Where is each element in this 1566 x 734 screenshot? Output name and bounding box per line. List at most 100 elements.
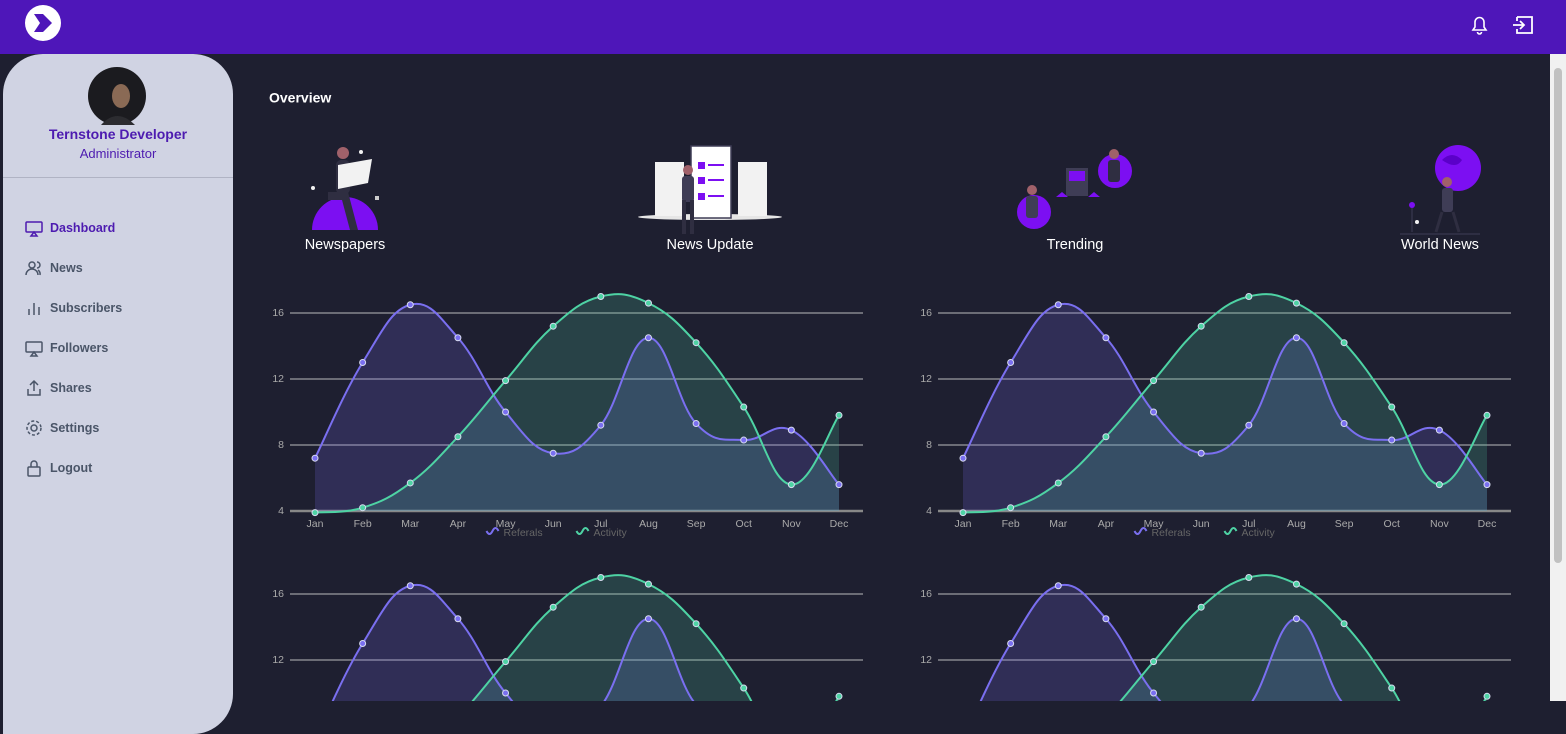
x-tick-label: Jun: [1193, 518, 1210, 530]
point: [1102, 334, 1110, 342]
profile-name: Ternstone Developer: [48, 126, 188, 142]
scrollbar[interactable]: [1550, 54, 1566, 701]
menu-item[interactable]: Settings: [25, 408, 122, 448]
point: [597, 293, 605, 300]
x-tick-label: Jun: [545, 518, 562, 530]
point: [597, 574, 605, 581]
x-tick-label: May: [1144, 518, 1165, 530]
area: [980, 584, 1342, 701]
menu-item[interactable]: Logout: [25, 448, 122, 488]
logout-icon[interactable]: [1513, 16, 1533, 34]
menu-item[interactable]: Followers: [25, 328, 122, 368]
card-label[interactable]: News Update: [666, 237, 753, 253]
area: [315, 294, 839, 513]
menu-item[interactable]: News: [25, 248, 122, 288]
point: [644, 299, 652, 307]
point: [549, 603, 557, 611]
point: [1340, 339, 1348, 347]
area: [963, 294, 1487, 513]
point: [740, 684, 748, 692]
point: [835, 481, 843, 489]
point: [787, 481, 795, 489]
point: [549, 322, 557, 330]
area: [1120, 575, 1487, 701]
menu-item[interactable]: Subscribers: [25, 288, 122, 328]
x-tick-label: Mar: [401, 518, 420, 530]
point: [597, 421, 605, 429]
area: [963, 303, 1487, 511]
point: [454, 615, 462, 623]
point: [1292, 334, 1300, 342]
menu-label: News: [50, 261, 83, 275]
point: [1102, 433, 1110, 441]
point: [359, 504, 367, 512]
legend-label: Activity: [1242, 527, 1276, 539]
x-tick-label: Sep: [687, 518, 706, 530]
legend-swatch: [1223, 527, 1238, 535]
menu-item[interactable]: Dashboard: [25, 208, 122, 248]
y-tick-label: 16: [272, 307, 284, 319]
point: [1197, 322, 1205, 330]
point: [1388, 684, 1396, 692]
menu-label: Shares: [50, 381, 92, 395]
point: [1292, 299, 1300, 307]
x-tick-label: Aug: [1287, 518, 1306, 530]
y-tick-label: 16: [272, 588, 284, 600]
y-tick-label: 12: [920, 373, 932, 385]
x-tick-label: Nov: [1430, 518, 1449, 530]
point: [454, 334, 462, 342]
point: [1245, 421, 1253, 429]
menu-label: Settings: [50, 421, 100, 435]
menu-item[interactable]: Shares: [25, 368, 122, 408]
card-label[interactable]: Trending: [1047, 237, 1104, 253]
point: [406, 582, 414, 590]
x-tick-label: Aug: [639, 518, 658, 530]
point: [1007, 504, 1015, 512]
scrollbar-thumb[interactable]: [1554, 68, 1562, 563]
x-tick-label: Jan: [955, 518, 972, 530]
point: [959, 454, 967, 462]
x-tick-label: Apr: [1098, 518, 1115, 530]
line: [1119, 574, 1488, 701]
point: [1340, 620, 1348, 628]
news-update-illustration: [638, 145, 782, 234]
point: [406, 479, 414, 487]
legend-swatch: [575, 527, 590, 535]
x-tick-label: Apr: [450, 518, 467, 530]
point: [1054, 582, 1062, 590]
point: [1292, 615, 1300, 623]
point: [1483, 411, 1491, 419]
point: [787, 426, 795, 434]
sidebar: Ternstone Developer Administrator Dashbo…: [3, 54, 233, 734]
x-tick-label: Dec: [830, 518, 849, 530]
x-tick-label: Feb: [354, 518, 372, 530]
point: [1245, 293, 1253, 300]
point: [644, 334, 652, 342]
area: [315, 303, 839, 511]
line: [979, 583, 1343, 701]
legend-label: Referals: [1152, 527, 1191, 539]
x-tick-label: Jul: [594, 518, 607, 530]
menu-label: Logout: [50, 461, 93, 475]
point: [502, 658, 510, 666]
point: [1388, 403, 1396, 411]
legend-label: Referals: [504, 527, 543, 539]
point: [1102, 615, 1110, 623]
y-tick-label: 12: [920, 654, 932, 666]
legend-swatch: [485, 527, 500, 535]
logo-mark: [34, 14, 52, 32]
world-news-illustration: [1400, 145, 1481, 235]
x-tick-label: Oct: [1384, 518, 1400, 530]
card-label[interactable]: Newspapers: [305, 237, 386, 253]
point: [406, 301, 414, 309]
card-label[interactable]: World News: [1401, 237, 1479, 253]
divider: [3, 177, 233, 178]
point: [1007, 359, 1015, 366]
top-bar: [0, 0, 1566, 54]
menu-label: Subscribers: [50, 301, 123, 315]
bell-icon[interactable]: [1471, 16, 1488, 35]
y-tick-label: 8: [926, 439, 932, 451]
chart: 4 8 12 16 Jan Feb Mar Apr May Jun Jul Aug Sep Oct Nov D…: [272, 293, 863, 539]
point: [1435, 481, 1443, 489]
avatar: [88, 67, 146, 125]
